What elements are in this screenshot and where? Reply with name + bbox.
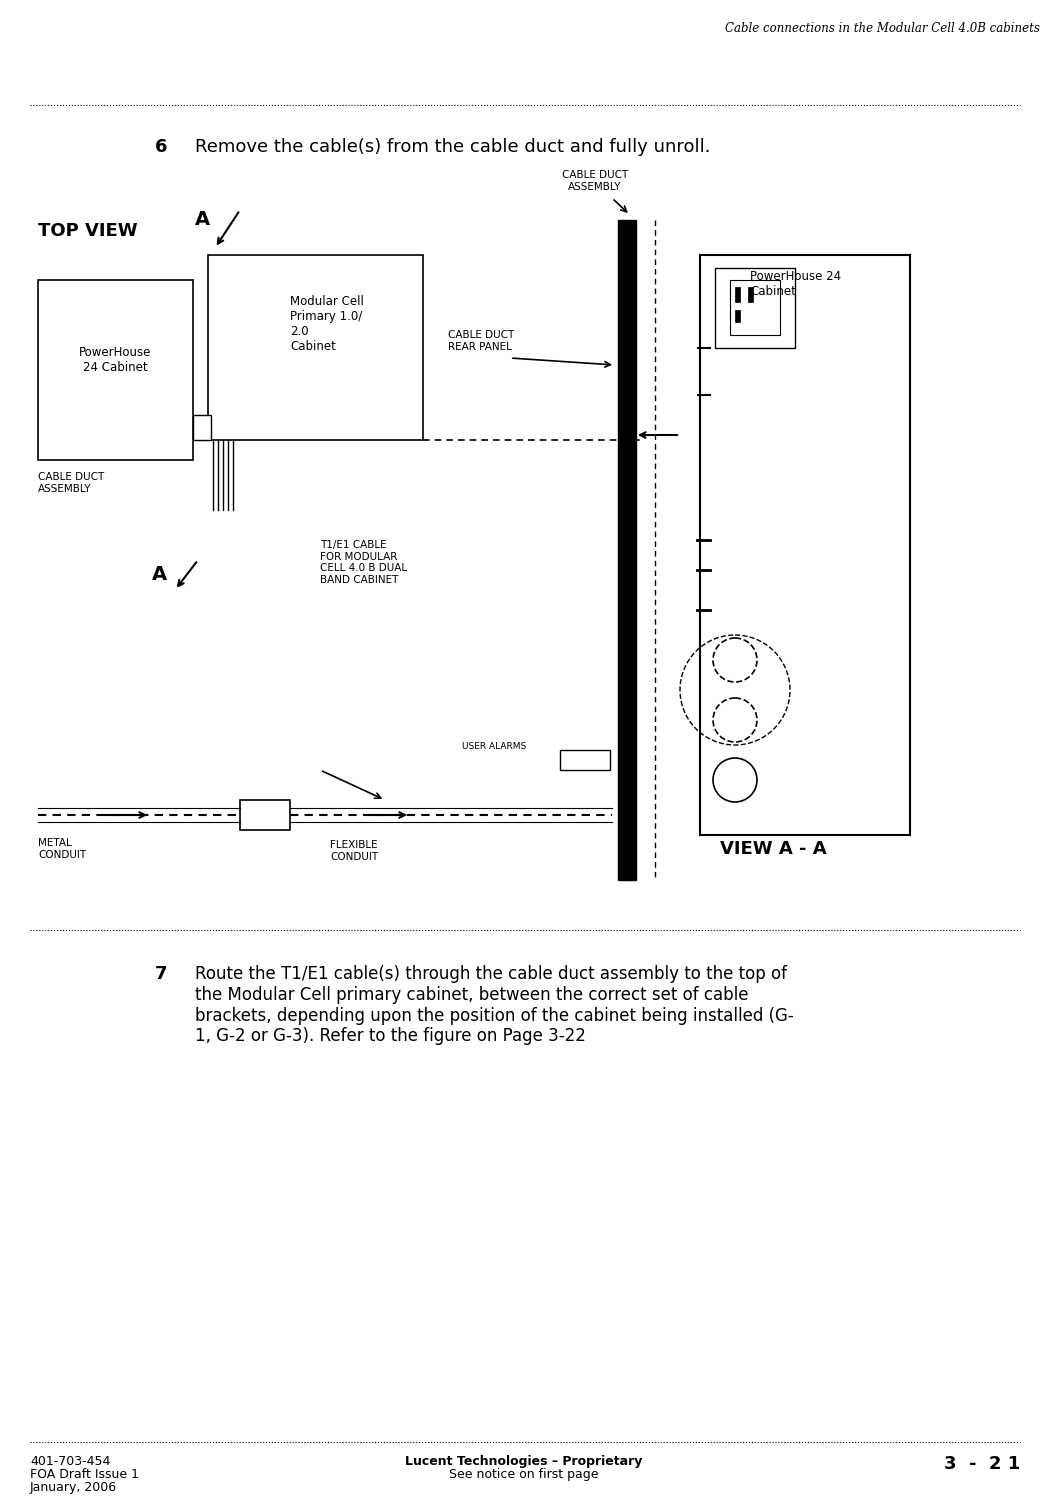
- Text: 401-703-454: 401-703-454: [30, 1455, 110, 1468]
- Text: Lucent Technologies – Proprietary: Lucent Technologies – Proprietary: [405, 1455, 643, 1468]
- Text: TOP VIEW: TOP VIEW: [38, 222, 137, 240]
- Text: VIEW A - A: VIEW A - A: [720, 840, 827, 858]
- Text: 7: 7: [155, 964, 168, 982]
- Text: A: A: [152, 566, 167, 584]
- Text: FOA Draft Issue 1: FOA Draft Issue 1: [30, 1468, 140, 1480]
- Text: See notice on first page: See notice on first page: [449, 1468, 599, 1480]
- Text: 3  -  2 1: 3 - 2 1: [944, 1455, 1020, 1473]
- Text: January, 2006: January, 2006: [30, 1480, 117, 1494]
- Bar: [560, 750, 611, 770]
- Bar: [208, 255, 423, 440]
- Bar: [735, 310, 740, 322]
- Text: PowerHouse 24
Cabinet: PowerHouse 24 Cabinet: [750, 270, 841, 298]
- Bar: [730, 280, 780, 334]
- Text: Remove the cable(s) from the cable duct and fully unroll.: Remove the cable(s) from the cable duct …: [195, 138, 710, 156]
- Text: FLEXIBLE
CONDUIT: FLEXIBLE CONDUIT: [330, 840, 378, 861]
- Bar: [715, 268, 795, 348]
- Bar: [748, 286, 753, 302]
- Text: USER ALARMS: USER ALARMS: [462, 742, 527, 752]
- Text: METAL
CONDUIT: METAL CONDUIT: [38, 839, 86, 860]
- Circle shape: [713, 638, 757, 682]
- Text: CABLE DUCT
ASSEMBLY: CABLE DUCT ASSEMBLY: [38, 472, 104, 494]
- Bar: [240, 800, 290, 830]
- Circle shape: [713, 758, 757, 802]
- Bar: [193, 416, 211, 440]
- Text: CABLE DUCT
REAR PANEL: CABLE DUCT REAR PANEL: [448, 330, 514, 351]
- Bar: [38, 280, 193, 460]
- Circle shape: [713, 698, 757, 742]
- Text: T1/E1 CABLE
FOR MODULAR
CELL 4.0 B DUAL
BAND CABINET: T1/E1 CABLE FOR MODULAR CELL 4.0 B DUAL …: [320, 540, 407, 585]
- Text: Cable connections in the Modular Cell 4.0B cabinets: Cable connections in the Modular Cell 4.…: [725, 22, 1040, 34]
- Text: A: A: [195, 210, 210, 230]
- Text: Route the T1/E1 cable(s) through the cable duct assembly to the top of
the Modul: Route the T1/E1 cable(s) through the cab…: [195, 964, 794, 1046]
- Text: 6: 6: [155, 138, 168, 156]
- Text: PowerHouse
24 Cabinet: PowerHouse 24 Cabinet: [79, 346, 151, 374]
- Text: Modular Cell
Primary 1.0/
2.0
Cabinet: Modular Cell Primary 1.0/ 2.0 Cabinet: [290, 296, 364, 352]
- Bar: [735, 286, 740, 302]
- Bar: [700, 255, 909, 836]
- Text: CABLE DUCT
ASSEMBLY: CABLE DUCT ASSEMBLY: [562, 170, 628, 192]
- Bar: [618, 220, 636, 880]
